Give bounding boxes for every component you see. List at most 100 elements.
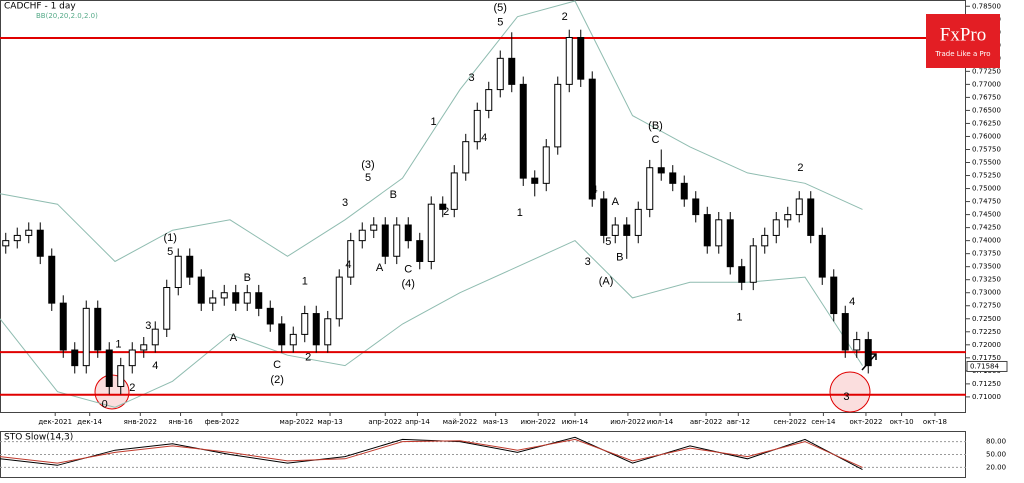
candle-body bbox=[278, 323, 286, 346]
candle-body bbox=[726, 219, 734, 268]
indicator-label: BB(20,20,2.0,2.0) bbox=[36, 12, 98, 20]
candle-body bbox=[462, 141, 470, 174]
x-tick-label: мар-2022 bbox=[280, 418, 314, 426]
candle-body bbox=[611, 224, 619, 236]
wave-label: A bbox=[612, 196, 620, 208]
highlight-circle bbox=[829, 371, 871, 413]
x-tick-label: авг-12 bbox=[727, 418, 751, 426]
wave-label: 2 bbox=[305, 352, 311, 364]
y-tick-label: 0.71250 bbox=[972, 380, 1001, 388]
wave-label: A bbox=[230, 332, 238, 344]
candle-body bbox=[416, 240, 424, 262]
stoch-d bbox=[0, 438, 863, 468]
candle-body bbox=[347, 240, 355, 278]
candle-body bbox=[13, 234, 21, 242]
last-price-label: 0.71584 bbox=[970, 362, 999, 370]
x-tick-label: окт-2022 bbox=[849, 418, 882, 426]
candle-body bbox=[669, 172, 677, 184]
y-tick-label: 0.78500 bbox=[972, 2, 1001, 10]
candle-body bbox=[105, 349, 113, 387]
x-tick-label: май-2022 bbox=[443, 418, 477, 426]
wave-label: 3 bbox=[145, 320, 151, 332]
x-tick-label: дек-14 bbox=[77, 418, 102, 426]
candle-body bbox=[48, 255, 56, 304]
wave-label: 3 bbox=[468, 72, 474, 84]
wave-label: 5 bbox=[167, 246, 173, 258]
y-tick-label: 0.72000 bbox=[972, 341, 1001, 349]
x-tick-label: мар-13 bbox=[317, 418, 342, 426]
y-tick-label: 0.76250 bbox=[972, 119, 1001, 127]
wave-label: 1 bbox=[736, 312, 742, 324]
wave-label: (2) bbox=[270, 374, 283, 386]
wave-label: 2 bbox=[797, 162, 803, 174]
candle-body bbox=[485, 89, 493, 111]
wave-label: (5) bbox=[494, 2, 507, 14]
wave-label: 4 bbox=[591, 184, 597, 196]
x-tick-label: сен-2022 bbox=[774, 418, 807, 426]
wave-label: A bbox=[376, 262, 384, 274]
candle-body bbox=[324, 318, 332, 346]
x-tick-label: авг-2022 bbox=[690, 418, 722, 426]
x-tick-label: апр-2022 bbox=[368, 418, 402, 426]
x-tick-label: июл-2022 bbox=[610, 418, 645, 426]
plot-frame bbox=[0, 0, 966, 413]
wave-label: C bbox=[652, 134, 660, 146]
wave-label: 2 bbox=[129, 382, 135, 394]
candle-body bbox=[404, 224, 412, 242]
stoch-title: STO Slow(14,3) bbox=[4, 433, 73, 443]
wave-label: 3 bbox=[585, 256, 591, 268]
candle-body bbox=[784, 214, 792, 221]
y-tick-label: 0.76000 bbox=[972, 132, 1001, 140]
candle-body bbox=[312, 313, 320, 346]
candle-body bbox=[301, 313, 309, 335]
candle-body bbox=[243, 292, 251, 304]
y-tick-label: 0.73000 bbox=[972, 289, 1001, 297]
candle-body bbox=[807, 198, 815, 236]
wave-label: B bbox=[244, 272, 251, 284]
wave-label: 5 bbox=[497, 16, 503, 28]
wave-label: 3 bbox=[342, 197, 348, 209]
candle-body bbox=[473, 109, 481, 143]
candle-body bbox=[841, 313, 849, 351]
y-tick-label: 0.76750 bbox=[972, 93, 1001, 101]
y-tick-label: 0.75000 bbox=[972, 185, 1001, 193]
y-tick-label: 0.74000 bbox=[972, 237, 1001, 245]
candle-body bbox=[140, 344, 148, 351]
candle-body bbox=[496, 57, 504, 91]
y-tick-label: 0.71750 bbox=[972, 354, 1001, 362]
candle-body bbox=[59, 302, 67, 351]
wave-label: 3 bbox=[843, 391, 849, 403]
wave-label: (B) bbox=[648, 120, 663, 132]
candle-body bbox=[128, 349, 136, 367]
candle-body bbox=[71, 349, 79, 367]
y-tick-label: 0.73750 bbox=[972, 250, 1001, 258]
logo-box bbox=[926, 14, 1000, 68]
x-tick-label: апр-14 bbox=[405, 418, 430, 426]
chart-title: CADCHF - 1 day bbox=[4, 2, 76, 12]
wave-label: 0 bbox=[102, 399, 108, 411]
candle-body bbox=[289, 333, 297, 346]
y-tick-label: 0.75500 bbox=[972, 159, 1001, 167]
wave-label: 5 bbox=[365, 172, 371, 184]
wave-label: 5 bbox=[605, 236, 611, 248]
wave-label: 1 bbox=[302, 276, 308, 288]
candle-body bbox=[266, 307, 274, 325]
y-tick-label: 0.74250 bbox=[972, 224, 1001, 232]
candle-body bbox=[36, 229, 44, 257]
candle-body bbox=[151, 328, 159, 346]
x-tick-label: дек-2021 bbox=[38, 418, 72, 426]
last-price-box bbox=[966, 360, 1008, 372]
wave-label: (3) bbox=[361, 159, 374, 171]
candle-body bbox=[25, 229, 33, 236]
candle-body bbox=[381, 224, 389, 257]
candle-body bbox=[427, 203, 435, 262]
wave-label: C bbox=[273, 359, 281, 371]
y-tick-label: 0.75250 bbox=[972, 172, 1001, 180]
candle-body bbox=[358, 229, 366, 242]
candle-body bbox=[174, 255, 182, 289]
stoch-tick-label: 20.00 bbox=[986, 463, 1006, 471]
logo-text: FxPro bbox=[940, 24, 986, 45]
wave-label: (1) bbox=[163, 232, 176, 244]
candle-body bbox=[577, 37, 585, 80]
